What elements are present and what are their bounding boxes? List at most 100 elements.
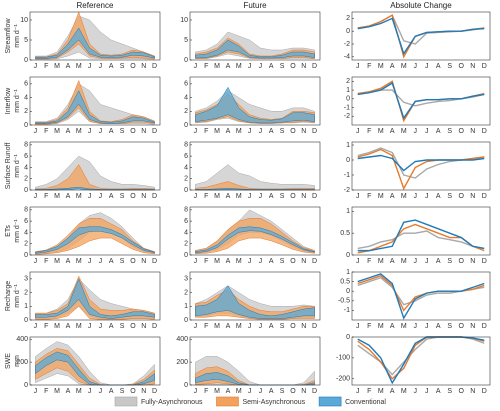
line	[357, 336, 485, 380]
plot-area	[35, 11, 155, 60]
y-tick-label: 0	[24, 122, 28, 129]
x-tick-label: J	[99, 258, 103, 265]
panel-frame	[189, 76, 321, 126]
x-tick-label: O	[459, 323, 465, 330]
x-tick-label: D	[482, 128, 487, 135]
x-tick-label: J	[356, 63, 360, 70]
y-axis-label: mm d⁻¹	[14, 154, 21, 178]
y-tick-label: 200	[176, 359, 188, 366]
panel-frame	[351, 336, 491, 386]
x-tick-label: O	[459, 388, 465, 395]
y-tick-label: 2	[184, 176, 188, 183]
x-tick-label: O	[459, 63, 465, 70]
y-tick-label: 0	[184, 317, 188, 324]
x-tick-label: D	[312, 193, 317, 200]
y-tick-label: 0	[184, 382, 188, 389]
plot-area	[195, 285, 315, 320]
x-tick-label: J	[99, 128, 103, 135]
x-tick-label: M	[236, 388, 242, 395]
x-tick-label: A	[390, 63, 395, 70]
plot-area	[35, 212, 155, 255]
x-tick-label: J	[414, 258, 418, 265]
x-tick-label: D	[312, 63, 317, 70]
x-tick-label: J	[248, 388, 252, 395]
x-tick-label: A	[269, 193, 274, 200]
x-tick-label: A	[390, 193, 395, 200]
x-tick-label: A	[436, 128, 441, 135]
x-tick-label: M	[54, 323, 60, 330]
plot-area	[357, 147, 485, 191]
y-tick-label: 2	[184, 241, 188, 248]
x-tick-label: J	[194, 323, 198, 330]
x-tick-label: N	[141, 128, 146, 135]
panel-frame	[29, 141, 161, 191]
band	[35, 79, 155, 125]
x-tick-label: S	[120, 388, 125, 395]
x-tick-label: A	[109, 258, 114, 265]
x-tick-label: N	[141, 258, 146, 265]
x-tick-label: J	[34, 128, 38, 135]
x-tick-label: F	[204, 323, 208, 330]
x-tick-label: M	[76, 63, 82, 70]
x-tick-label: A	[269, 258, 274, 265]
y-tick-label: 400	[16, 336, 28, 343]
band	[195, 372, 315, 386]
x-tick-label: F	[44, 323, 48, 330]
x-tick-label: J	[356, 323, 360, 330]
x-tick-label: D	[312, 258, 317, 265]
y-tick-label: -2	[344, 187, 350, 194]
x-tick-label: A	[226, 63, 231, 70]
x-tick-label: J	[425, 63, 429, 70]
x-tick-label: N	[470, 128, 475, 135]
panel-frame	[189, 206, 321, 256]
x-tick-label: J	[88, 388, 92, 395]
x-tick-label: A	[66, 388, 71, 395]
panel-title: Absolute Change	[390, 1, 452, 10]
panel-frame	[29, 76, 161, 126]
band	[195, 39, 315, 59]
panel-frame	[351, 141, 491, 191]
x-tick-label: F	[204, 128, 208, 135]
x-tick-label: J	[425, 193, 429, 200]
y-tick-label: 5	[184, 37, 188, 44]
x-tick-label: J	[194, 258, 198, 265]
y-tick-label: 1	[346, 208, 350, 215]
x-tick-label: F	[367, 323, 371, 330]
x-tick-label: J	[34, 63, 38, 70]
x-tick-label: O	[130, 323, 136, 330]
y-tick-label: 1	[346, 142, 350, 149]
x-tick-label: M	[236, 128, 242, 135]
plot-area	[35, 275, 155, 320]
x-tick-label: J	[414, 128, 418, 135]
x-tick-label: N	[470, 258, 475, 265]
y-tick-label: 10	[180, 17, 188, 24]
y-tick-label: 6	[184, 153, 188, 160]
y-tick-label: 0.5	[340, 278, 350, 285]
x-tick-label: J	[425, 323, 429, 330]
x-tick-label: J	[248, 258, 252, 265]
band	[35, 90, 155, 124]
x-tick-label: M	[76, 193, 82, 200]
x-tick-label: A	[226, 258, 231, 265]
legend-swatch	[216, 396, 239, 407]
y-tick-label: -100	[336, 355, 350, 362]
panel-frame	[351, 76, 491, 126]
y-tick-label: 2	[24, 241, 28, 248]
y-tick-label: -2	[344, 113, 350, 120]
x-tick-label: D	[482, 258, 487, 265]
band	[35, 27, 155, 59]
x-tick-label: A	[436, 63, 441, 70]
x-tick-label: M	[401, 323, 407, 330]
x-tick-label: N	[141, 323, 146, 330]
line	[357, 154, 485, 172]
x-tick-label: F	[44, 63, 48, 70]
y-tick-label: 4	[184, 94, 188, 101]
panel-frame	[29, 336, 161, 386]
x-tick-label: S	[447, 258, 452, 265]
panel-frame	[189, 336, 321, 386]
y-tick-label: 3	[184, 276, 188, 283]
x-tick-label: A	[226, 193, 231, 200]
line	[357, 82, 485, 120]
x-tick-label: A	[269, 63, 274, 70]
x-tick-label: O	[290, 63, 296, 70]
